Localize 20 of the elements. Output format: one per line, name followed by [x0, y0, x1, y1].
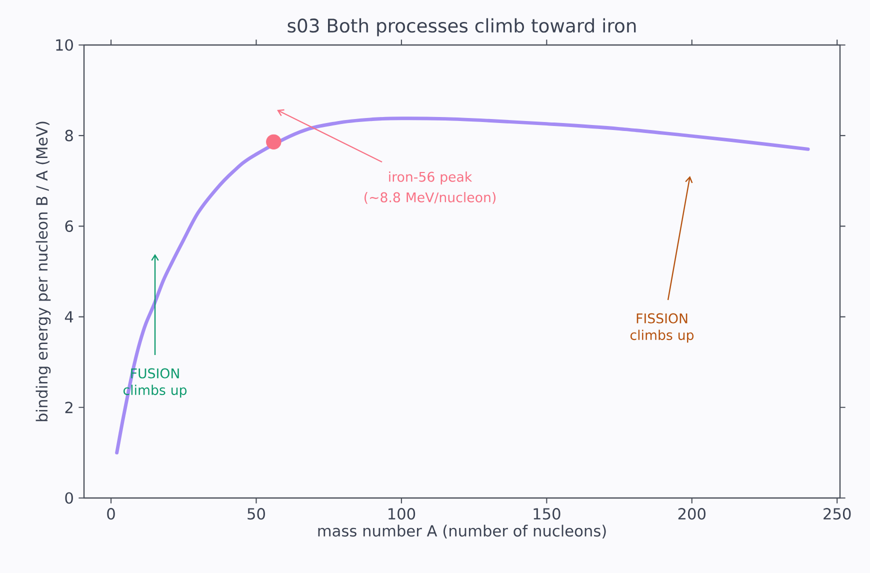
x-tick-label: 0	[107, 508, 115, 520]
y-axis-title: binding energy per nucleon B / A (MeV)	[36, 122, 51, 422]
annotation: FUSION climbs up	[123, 368, 187, 398]
line-series	[115, 116, 810, 454]
y-tick-label: 4	[64, 311, 74, 322]
chart-title: s03 Both processes climb toward iron	[288, 18, 636, 36]
x-tick-label: 250	[824, 508, 851, 520]
x-tick-label: 200	[678, 508, 706, 520]
y-tick-label: 6	[65, 220, 73, 232]
x-axis-title: mass number A (number of nucleons)	[318, 524, 606, 538]
y-tick-label: 2	[65, 402, 72, 414]
y-tick-label: 10	[56, 39, 73, 51]
x-tick-label: 150	[534, 508, 560, 520]
x-tick-label: 100	[388, 508, 416, 520]
annotation: iron-56 peak	[389, 172, 472, 184]
annotation: (~8.8 MeV/nucleon)	[364, 192, 496, 204]
y-tick-label: 0	[65, 492, 73, 504]
x-tick-label: 50	[248, 508, 265, 520]
y-tick-label: 8	[65, 130, 73, 142]
annotation: FISSION climbs up	[630, 313, 694, 343]
